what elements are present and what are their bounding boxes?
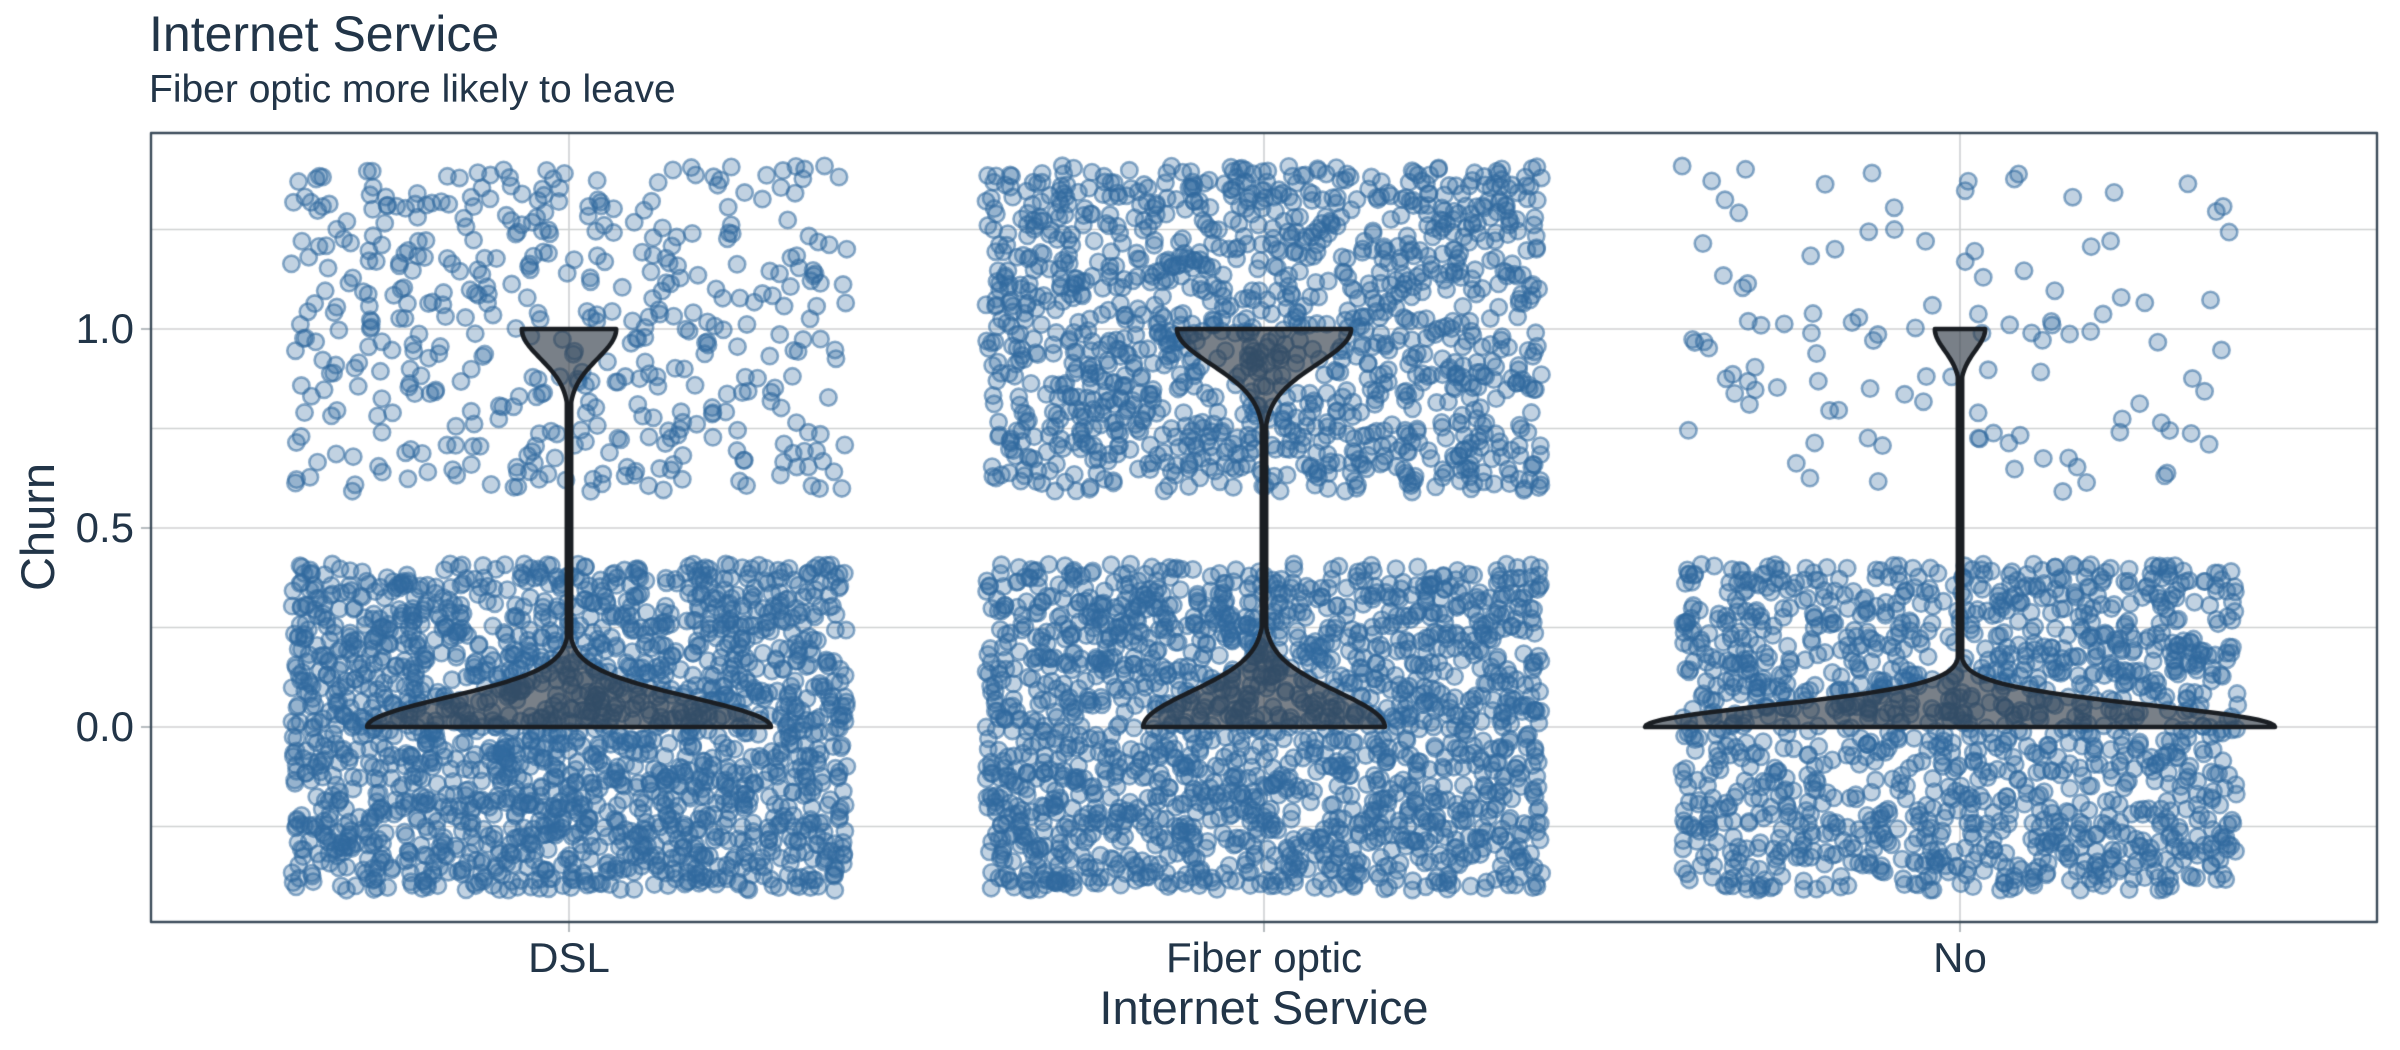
y-tick-label-1-0: 1.0 [75, 305, 134, 352]
x-tick-label-fiber-optic: Fiber optic [1165, 934, 1363, 981]
x-axis-label: Internet Service [1099, 981, 1429, 1034]
y-axis-label: Churn [11, 463, 64, 592]
y-tick-label-0-0: 0.0 [75, 703, 134, 750]
chart-title: Internet Service [149, 6, 500, 62]
x-tick-label-no: No [1933, 934, 1987, 981]
x-tick-label-dsl: DSL [528, 934, 610, 981]
y-tick-label-0-5: 0.5 [75, 504, 134, 551]
chart-subtitle: Fiber optic more likely to leave [149, 68, 676, 111]
